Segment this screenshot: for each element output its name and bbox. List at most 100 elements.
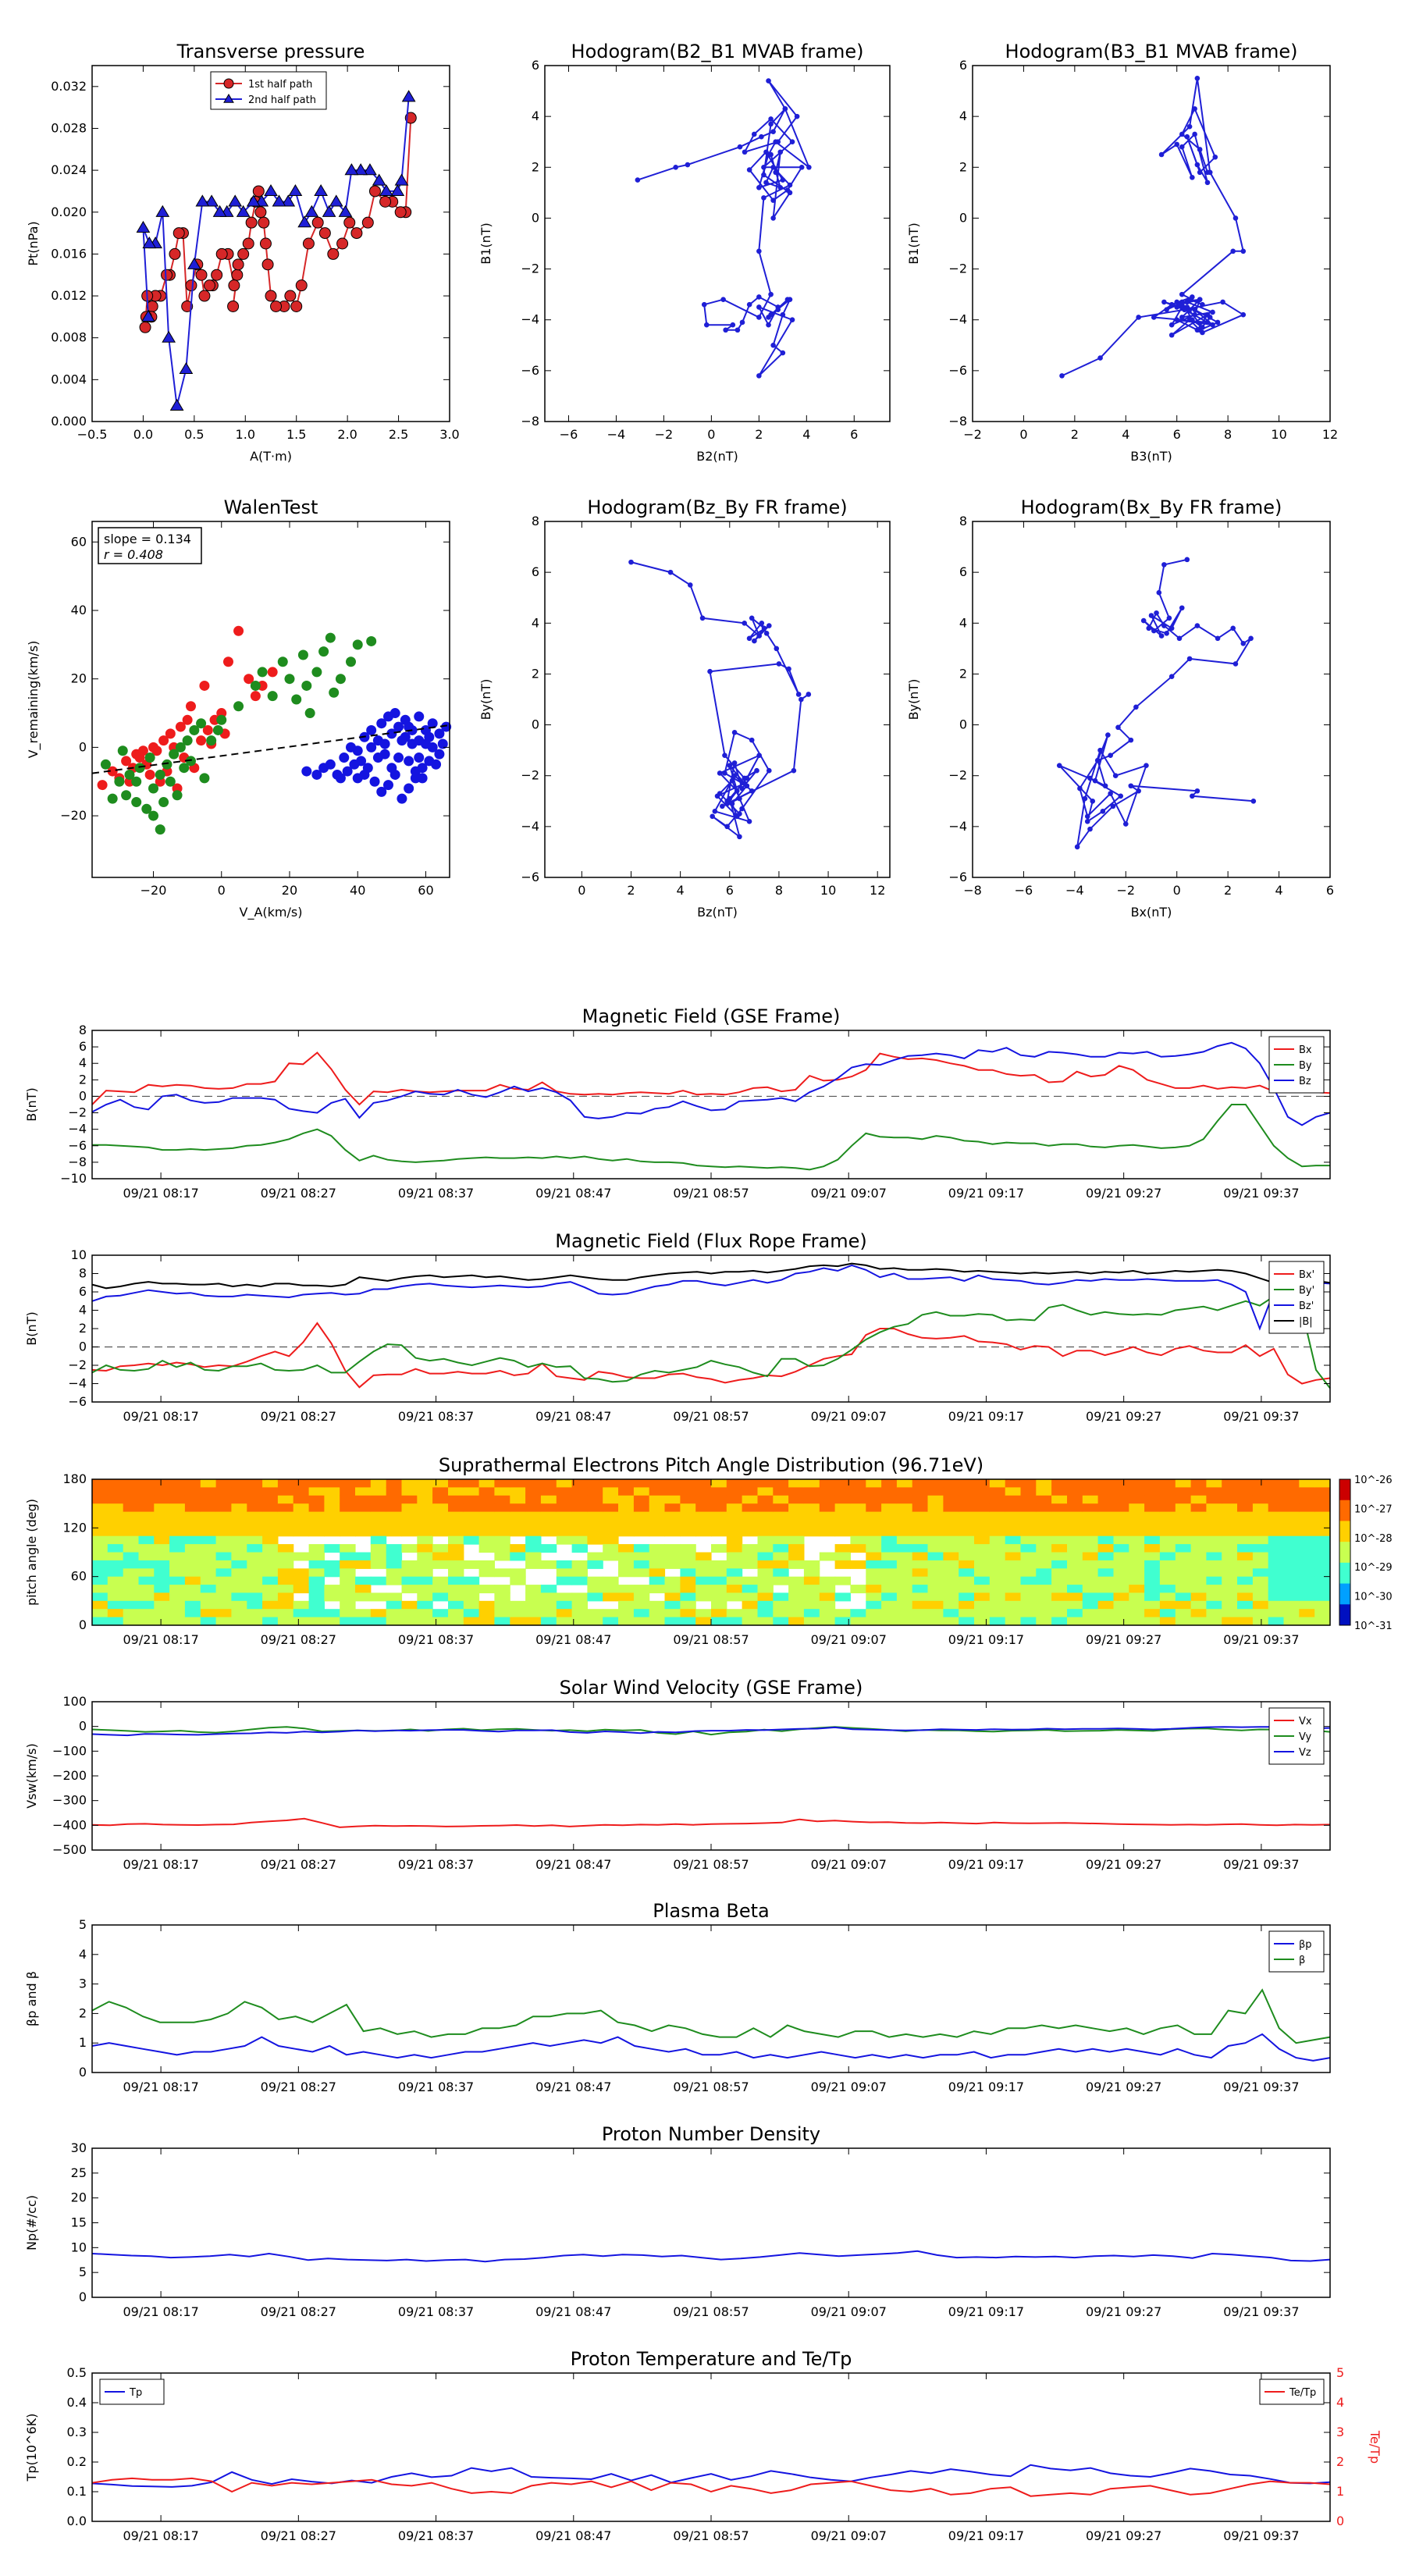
heatmap-cell (943, 1609, 959, 1618)
heatmap-cell (1175, 1585, 1192, 1594)
heatmap-cell (277, 1544, 294, 1553)
heatmap-cell (262, 1609, 279, 1618)
fit-line (91, 724, 450, 774)
heatmap-cell (154, 1568, 170, 1578)
heatmap-cell (850, 1585, 866, 1594)
chart-hodo_bx_by: Hodogram(Bx_By FR frame)−8 −6 −4 −2 0 2 4 6−6−4… (906, 496, 1334, 920)
heatmap-cell (200, 1479, 217, 1488)
data-point (1240, 311, 1247, 318)
scatter-point (165, 776, 176, 787)
data-point (756, 304, 762, 310)
heatmap-cell (540, 1600, 557, 1610)
heatmap-cell (803, 1528, 820, 1537)
heatmap-cell (649, 1487, 666, 1496)
heatmap-cell (1020, 1511, 1037, 1521)
heatmap-cell (1020, 1617, 1037, 1626)
heatmap-cell (1144, 1568, 1161, 1578)
heatmap-cell (510, 1576, 526, 1585)
heatmap-cell (927, 1560, 944, 1569)
scatter-point (196, 718, 207, 729)
y-tick-label: 2 (79, 1072, 87, 1087)
heatmap-cell (711, 1544, 727, 1553)
heatmap-cell (695, 1487, 712, 1496)
heatmap-cell (788, 1576, 805, 1585)
heatmap-cell (571, 1576, 588, 1585)
heatmap-cell (571, 1503, 588, 1513)
heatmap-cell (618, 1544, 635, 1553)
time-tick-label: 09/21 08:37 (398, 2528, 474, 2543)
heatmap-cell (1314, 1609, 1331, 1618)
data-marker-triangle (141, 309, 155, 322)
series-line (91, 2464, 1331, 2488)
heatmap-cell (1252, 1519, 1269, 1528)
x-tick-label: −20 (140, 883, 167, 898)
heatmap-cell (1190, 1528, 1207, 1537)
plot-frame (91, 1701, 1331, 1851)
heatmap-cell (974, 1576, 991, 1585)
data-marker-triangle (344, 163, 359, 176)
heatmap-cell (386, 1503, 403, 1513)
time-tick-label: 09/21 08:17 (123, 1186, 198, 1201)
scatter-point (151, 745, 162, 756)
heatmap-cell (540, 1503, 557, 1513)
heatmap-cell (757, 1600, 774, 1610)
data-point (1194, 75, 1200, 81)
heatmap-cell (803, 1511, 820, 1521)
data-marker-triangle (281, 194, 296, 207)
heatmap-cell (1113, 1568, 1129, 1578)
data-marker-triangle (363, 163, 377, 176)
data-point (746, 635, 752, 642)
data-marker-triangle (264, 183, 278, 197)
heatmap-cell (1020, 1544, 1037, 1553)
scatter-point (325, 632, 336, 643)
data-point (784, 297, 791, 302)
y-tick-label: 2 (532, 666, 539, 681)
heatmap-cell (1113, 1585, 1129, 1594)
data-point (752, 638, 757, 644)
heatmap-cell (959, 1511, 975, 1521)
heatmap-cell (726, 1609, 743, 1618)
y-tick-label-right: 5 (1336, 2365, 1344, 2380)
data-point (739, 785, 745, 792)
heatmap-cell (107, 1568, 124, 1578)
heatmap-cell (1097, 1519, 1114, 1528)
heatmap-cell (1097, 1576, 1114, 1585)
heatmap-cell (664, 1495, 681, 1504)
heatmap-cell (184, 1479, 201, 1488)
heatmap-cell (386, 1576, 403, 1585)
heatmap-cell (680, 1592, 696, 1602)
heatmap-cell (1159, 1503, 1176, 1513)
heatmap-cell (107, 1600, 124, 1610)
heatmap-cell (912, 1511, 929, 1521)
heatmap-cell (618, 1519, 635, 1528)
heatmap-cell (277, 1487, 294, 1496)
data-point (774, 646, 780, 652)
heatmap-cell (1067, 1600, 1083, 1610)
heatmap-cell (618, 1560, 635, 1569)
scatter-point (175, 721, 186, 732)
series-line (91, 1262, 1331, 1290)
heatmap-cell (154, 1544, 170, 1553)
heatmap-cell (478, 1544, 495, 1553)
heatmap-cell (1314, 1560, 1331, 1569)
heatmap-cell (1190, 1600, 1207, 1610)
plot-frame (972, 65, 1331, 422)
heatmap-cell (1237, 1585, 1254, 1594)
heatmap-cell (1190, 1511, 1207, 1521)
time-tick-label: 09/21 08:17 (123, 2304, 198, 2319)
heatmap-cell (803, 1479, 820, 1488)
heatmap-cell (308, 1487, 325, 1496)
heatmap-cell (757, 1560, 774, 1569)
heatmap-cell (1206, 1519, 1222, 1528)
heatmap-cell (370, 1503, 387, 1513)
heatmap-cell (293, 1479, 310, 1488)
heatmap-cell (989, 1495, 1006, 1504)
heatmap-cell (726, 1528, 743, 1537)
scatter-point (414, 711, 425, 722)
heatmap-cell (386, 1519, 403, 1528)
heatmap-cell (664, 1592, 681, 1602)
data-point (756, 185, 762, 190)
chart-mag_gse: Magnetic Field (GSE Frame)09/21 08:17 09/… (24, 1005, 1331, 1201)
heatmap-cell (649, 1552, 666, 1561)
heatmap-cell (1252, 1487, 1269, 1496)
